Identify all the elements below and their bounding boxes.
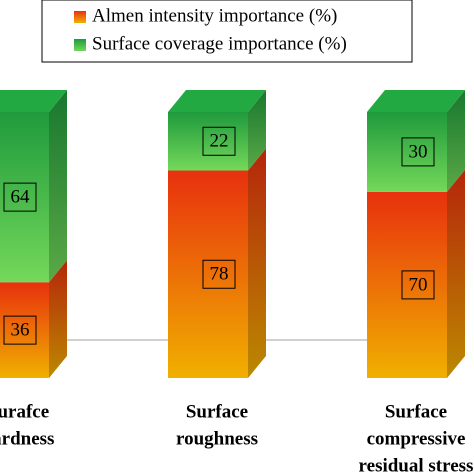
bar-top <box>0 90 67 112</box>
category-label: Surface <box>186 401 248 422</box>
bar-top <box>168 90 266 112</box>
bar-segment <box>367 112 447 192</box>
legend-label: Almen intensity importance (%) <box>92 5 337 26</box>
value-label: 36 <box>11 319 30 340</box>
category-label: Surafce <box>0 401 49 422</box>
value-label: 22 <box>210 131 229 152</box>
value-label: 70 <box>409 274 428 295</box>
bar-top <box>367 90 465 112</box>
value-label: 30 <box>409 141 428 162</box>
value-label-box <box>3 182 37 212</box>
bar-segment <box>168 170 248 378</box>
category-label: compressive <box>367 428 466 449</box>
bar-segment <box>0 112 49 283</box>
category-label: Surface <box>385 401 447 422</box>
bars: 36 64 Surafce hardness 78 22 Surface roughness 7… <box>0 90 473 474</box>
legend-box <box>41 0 413 63</box>
bar-side <box>49 90 67 283</box>
legend-label: Surface coverage importance (%) <box>92 33 347 54</box>
value-label-box <box>3 315 37 345</box>
legend-swatch <box>74 39 86 51</box>
legend: Almen intensity importance (%) Surface co… <box>74 5 347 54</box>
bar-side <box>447 169 465 378</box>
bar-segment <box>0 282 49 378</box>
category-label: roughness <box>176 428 258 449</box>
legend-swatch <box>74 11 86 23</box>
value-label: 78 <box>210 264 229 285</box>
value-label-box <box>401 137 435 167</box>
bar-segment <box>168 112 248 171</box>
category-label: residual stress <box>359 455 474 474</box>
bar-segment <box>367 191 447 378</box>
bar-side <box>49 260 67 378</box>
value-label: 64 <box>11 186 31 207</box>
bar-side <box>447 90 465 192</box>
value-label-box <box>202 259 236 289</box>
category-label: hardness <box>0 428 54 449</box>
bar-side <box>248 148 266 378</box>
value-label-box <box>202 126 236 156</box>
bar-side <box>248 90 266 171</box>
value-label-box <box>401 270 435 300</box>
